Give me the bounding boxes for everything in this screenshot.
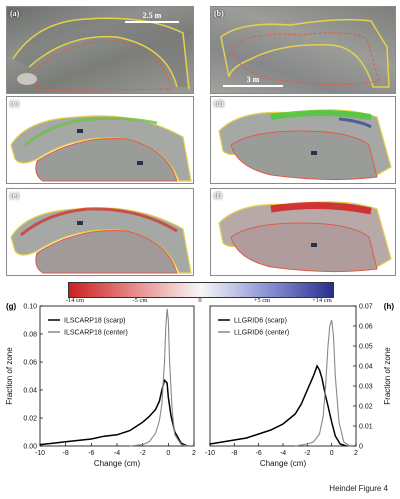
x-tick-label: 0: [166, 450, 170, 457]
panel-d-map: [218, 109, 392, 181]
series-line-1: [209, 364, 347, 447]
panel-b-scalebar: 3 m: [223, 75, 283, 87]
panel-c-label: (c): [10, 99, 19, 108]
panel-f-image: (f): [210, 188, 396, 276]
series-line-2: [129, 308, 188, 447]
panel-e-image: (e): [6, 188, 194, 276]
colorbar-tick-1: -14 cm: [65, 297, 85, 304]
panel-a-scale-text: 2.5 m: [142, 11, 162, 20]
panel-b-outlines: [220, 18, 390, 88]
x-tick-label: 0: [330, 450, 334, 457]
y-tick-label: 0.08: [23, 332, 37, 339]
y-tick-label: 0.02: [359, 404, 373, 411]
colorbar-tick-4: +5 cm: [253, 297, 271, 304]
x-tick-label: -2: [140, 450, 146, 457]
colorbar-tick-2: -5 cm: [132, 297, 148, 304]
panel-a-label: (a): [10, 9, 20, 18]
panel-d-image: (d): [210, 96, 396, 184]
colorbar: [68, 282, 334, 298]
legend-label: ILSCARP18 (scarp): [64, 318, 125, 325]
panel-a-image: (a) 2.5 m: [6, 6, 194, 94]
legend-label: LLGRID6 (center): [234, 330, 289, 337]
x-tick-label: -2: [304, 450, 310, 457]
y-axis-label: Fraction of zone: [5, 347, 14, 405]
panel-f-map: [218, 201, 392, 273]
y-tick-label: 0.03: [359, 384, 373, 391]
x-tick-label: -6: [256, 450, 262, 457]
x-tick-label: -10: [35, 450, 45, 457]
series-line-2: [295, 319, 351, 447]
y-tick-label: 0.07: [359, 304, 373, 311]
x-tick-label: -8: [63, 450, 69, 457]
y-tick-label: 0.02: [23, 416, 37, 423]
colorbar-tick-5: +14 cm: [312, 297, 332, 304]
x-tick-label: -6: [88, 450, 94, 457]
panel-e-map: [10, 207, 192, 274]
y-axis-label: Fraction of zone: [383, 347, 392, 405]
x-tick-label: -10: [205, 450, 215, 457]
y-tick-label: 0: [359, 444, 363, 451]
y-tick-label: 0.06: [23, 360, 37, 367]
panel-a-outlines: [12, 17, 190, 92]
x-axis-label: Change (cm): [94, 459, 141, 468]
chart-panel-label: (g): [6, 302, 17, 311]
chart-panel-label: (h): [384, 302, 395, 311]
series-line-1: [39, 378, 188, 447]
panel-e-label: (e): [10, 191, 19, 200]
y-tick-label: 0.01: [359, 424, 373, 431]
panel-a-scalebar: 2.5 m: [125, 11, 179, 23]
y-tick-label: 0.10: [23, 304, 37, 311]
y-tick-label: 0.00: [23, 444, 37, 451]
plot-frame: [39, 305, 195, 447]
colorbar-tick-3: 0: [198, 297, 202, 304]
panel-b-label: (b): [214, 9, 224, 18]
panel-b-scale-text: 3 m: [246, 75, 260, 84]
legend-label: ILSCARP18 (center): [64, 330, 128, 337]
figure-caption: Heindel Figure 4: [329, 484, 388, 493]
x-tick-label: -8: [231, 450, 237, 457]
y-tick-label: 0.05: [359, 344, 373, 351]
panel-f-label: (f): [214, 191, 222, 200]
x-tick-label: 2: [354, 450, 358, 457]
panel-d-label: (d): [214, 99, 224, 108]
plot-frame: [209, 305, 357, 447]
x-tick-label: -4: [114, 450, 120, 457]
y-tick-label: 0.04: [23, 388, 37, 395]
y-tick-label: 0.06: [359, 324, 373, 331]
chart-h: (h)-10 -8 -6 -4 -2 0 200.010.020.030.040.050.0…: [205, 302, 395, 468]
x-axis-label: Change (cm): [260, 459, 307, 468]
panel-c-map: [10, 115, 192, 182]
x-tick-label: -4: [280, 450, 286, 457]
panel-c-image: (c): [6, 96, 194, 184]
panel-b-image: (b) 3 m: [210, 6, 396, 94]
x-tick-label: 2: [192, 450, 196, 457]
legend-label: LLGRID6 (scarp): [234, 318, 287, 325]
chart-g: (g) -10 -8 -6 -4 -2 0 2 0.00 0.02 0.04 0.06 0.08 0.10…: [5, 302, 196, 468]
y-tick-label: 0.04: [359, 364, 373, 371]
